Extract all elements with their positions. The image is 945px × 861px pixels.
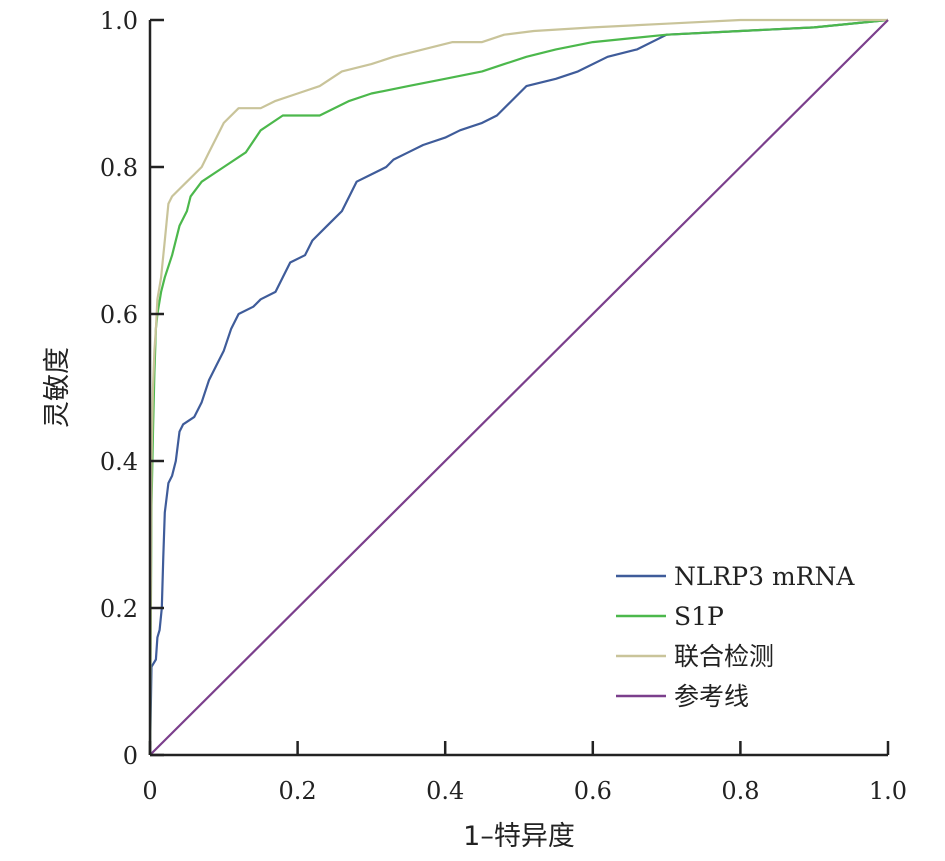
y-axis-title: 灵敏度 [42, 347, 73, 428]
x-axis-ticks: 0 0.2 0.4 0.6 0.8 1.0 [142, 741, 907, 805]
x-tick-label: 0 [142, 777, 157, 805]
x-tick-label: 1.0 [869, 777, 907, 805]
x-tick-label: 0.2 [279, 777, 317, 805]
y-tick-label: 1.0 [100, 7, 138, 35]
y-tick-label: 0 [123, 742, 138, 770]
plot-lines [148, 18, 889, 756]
x-tick-label: 0.8 [721, 777, 759, 805]
y-tick-label: 0.2 [100, 595, 138, 623]
legend-label: S1P [674, 602, 724, 631]
x-tick-label: 0.4 [426, 777, 464, 805]
legend-label: NLRP3 mRNA [674, 562, 855, 591]
y-tick-label: 0.8 [100, 154, 138, 182]
series-line-3 [149, 19, 889, 756]
series-line-1 [148, 18, 889, 756]
y-tick-label: 0.6 [100, 301, 138, 329]
y-axis-ticks: 0 0.2 0.4 0.6 0.8 1.0 [100, 7, 164, 770]
x-axis-title: 1–特异度 [463, 821, 575, 852]
legend-label: 联合检测 [674, 642, 774, 671]
axes [148, 20, 888, 757]
series-line-0 [148, 18, 889, 756]
y-tick-label: 0.4 [100, 448, 138, 476]
legend-label: 参考线 [674, 682, 749, 711]
x-tick-label: 0.6 [574, 777, 612, 805]
series-line-2 [148, 18, 888, 756]
